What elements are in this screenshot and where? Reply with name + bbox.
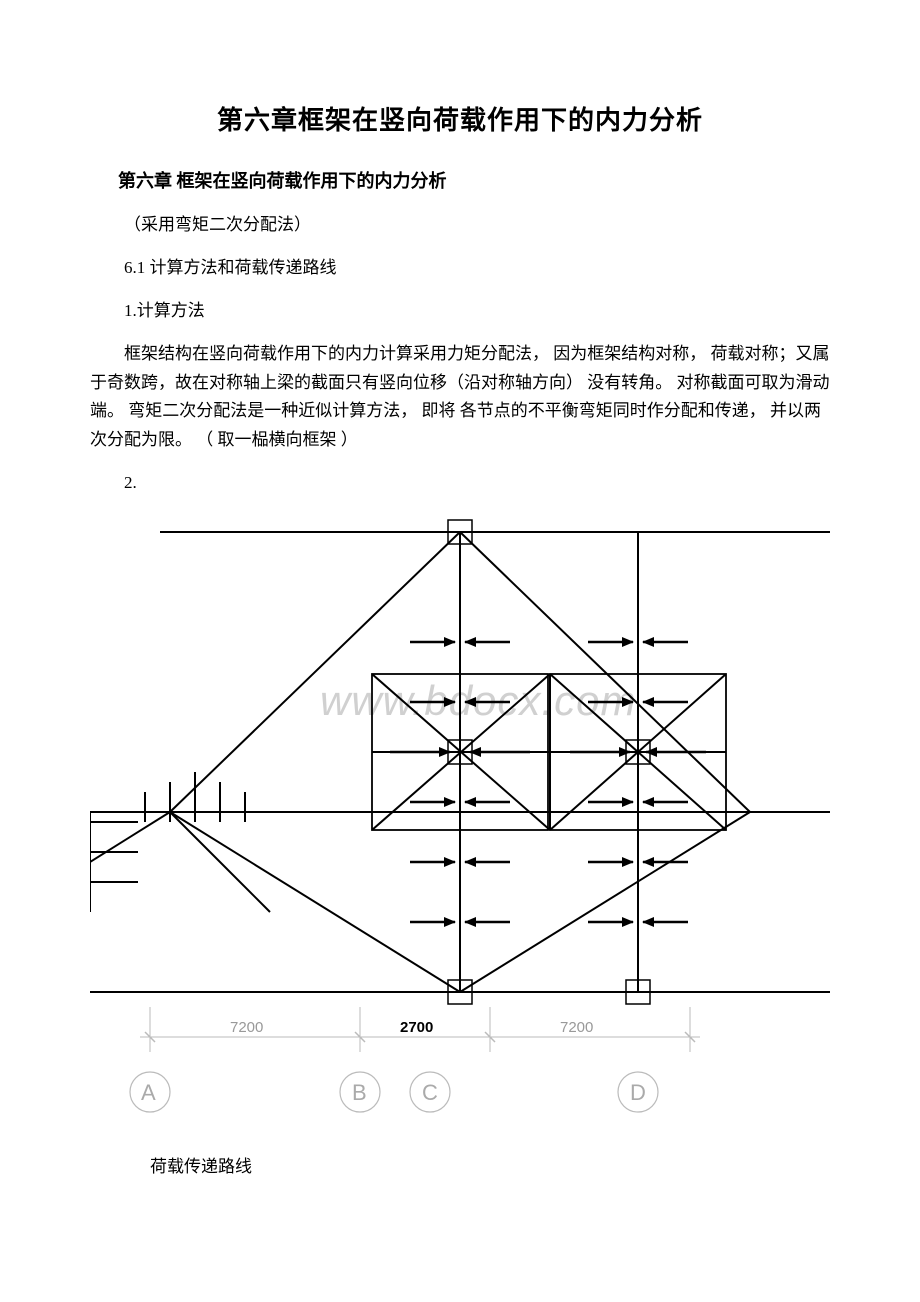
axis-D: D [630, 1080, 646, 1105]
item-2-heading: 2. [90, 469, 830, 498]
section-heading: 6.1 计算方法和荷载传递路线 [90, 254, 830, 283]
dim-BC: 2700 [400, 1019, 433, 1036]
axis-C: C [422, 1080, 438, 1105]
dim-AB: 7200 [230, 1019, 263, 1036]
sub-title: 第六章 框架在竖向荷载作用下的内力分析 [90, 167, 830, 193]
axis-A: A [141, 1080, 156, 1105]
main-title: 第六章框架在竖向荷载作用下的内力分析 [90, 100, 830, 137]
diagram-caption: 荷载传递路线 [90, 1152, 830, 1177]
item-1-heading: 1.计算方法 [90, 297, 830, 326]
dim-CD: 7200 [560, 1019, 593, 1036]
method-note: （采用弯矩二次分配法） [90, 211, 830, 240]
body-paragraph: 框架结构在竖向荷载作用下的内力计算采用力矩分配法， 因为框架结构对称， 荷载对称… [90, 340, 830, 456]
axis-B: B [352, 1080, 367, 1105]
load-path-diagram: www.bdocx.com [90, 512, 830, 1132]
